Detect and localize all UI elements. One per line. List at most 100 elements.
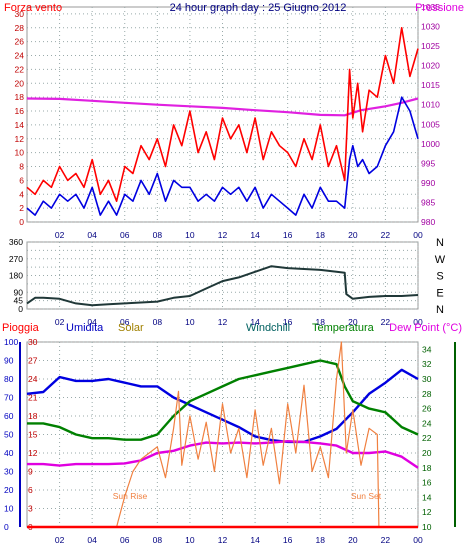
y-tick-temp: 22 — [422, 433, 432, 443]
y-tick-right: 1030 — [421, 22, 440, 32]
series-raffica — [26, 26, 419, 202]
y-tick-temp: 10 — [422, 522, 432, 532]
wind-axis-label: Forza vento — [4, 2, 62, 14]
x-tick-label: 02 — [55, 230, 65, 240]
y-tick-left: 8 — [19, 162, 24, 172]
x-tick-label: 14 — [250, 317, 260, 327]
compass-label: S — [436, 271, 443, 283]
series-dew-point — [27, 440, 419, 469]
x-tick-label: 12 — [218, 230, 228, 240]
x-tick-label: 12 — [218, 535, 228, 545]
compass-label: N — [436, 237, 444, 249]
x-tick-label: 02 — [55, 317, 65, 327]
y-tick-temp: 16 — [422, 478, 432, 488]
y-tick-right: 985 — [421, 197, 435, 207]
y-tick-direction: 180 — [9, 271, 23, 281]
x-tick-label: 20 — [348, 535, 358, 545]
y-tick-rain: 90 — [4, 356, 14, 366]
x-tick-label: 16 — [283, 535, 293, 545]
y-tick-left: 22 — [15, 64, 25, 74]
y-tick-temp: 14 — [422, 492, 432, 502]
y-tick-left: 24 — [15, 51, 25, 61]
y-tick-right: 1035 — [421, 2, 440, 12]
y-tick-right: 1025 — [421, 41, 440, 51]
x-tick-label: 04 — [87, 230, 97, 240]
y-tick-humidity: 21 — [28, 393, 38, 403]
y-tick-temp: 30 — [422, 374, 432, 384]
y-tick-temp: 28 — [422, 389, 432, 399]
y-tick-temp: 26 — [422, 404, 432, 414]
compass-label: E — [436, 287, 443, 299]
x-tick-label: 00 — [413, 535, 423, 545]
x-tick-label: 06 — [120, 535, 130, 545]
y-tick-humidity: 9 — [28, 467, 33, 477]
y-tick-rain: 0 — [4, 522, 9, 532]
x-tick-label: 22 — [381, 535, 391, 545]
y-tick-rain: 80 — [4, 374, 14, 384]
y-tick-right: 990 — [421, 178, 435, 188]
x-tick-label: 08 — [153, 230, 163, 240]
y-tick-temp: 20 — [422, 448, 432, 458]
x-tick-label: 10 — [185, 317, 195, 327]
x-tick-label: 00 — [413, 317, 423, 327]
legend-pioggia: Pioggia — [2, 322, 40, 334]
legend-windchill: Windchill — [246, 322, 290, 334]
y-tick-left: 16 — [15, 106, 25, 116]
legend-temperatura: Temperatura — [312, 322, 375, 334]
chart-title: 24 hour graph day : 25 Giugno 2012 — [170, 2, 347, 14]
series-temperatura — [27, 359, 419, 441]
series-solar — [27, 341, 418, 528]
y-tick-left: 20 — [15, 78, 25, 88]
y-tick-right: 1015 — [421, 80, 440, 90]
y-tick-left: 18 — [15, 92, 25, 102]
x-tick-label: 06 — [120, 317, 130, 327]
y-tick-rain: 10 — [4, 504, 14, 514]
y-tick-left: 26 — [15, 37, 25, 47]
legend-umidita: Umidita — [66, 322, 104, 334]
pressure-axis-label: Pressione — [415, 2, 464, 14]
y-tick-direction: 270 — [9, 254, 23, 264]
y-tick-humidity: 27 — [28, 356, 38, 366]
y-tick-right: 995 — [421, 158, 435, 168]
x-tick-label: 12 — [218, 317, 228, 327]
y-tick-humidity: 18 — [28, 411, 38, 421]
y-tick-temp: 32 — [422, 359, 432, 369]
x-tick-label: 10 — [185, 535, 195, 545]
x-tick-label: 16 — [283, 317, 293, 327]
series-vento-medio — [26, 96, 419, 216]
y-tick-left: 30 — [15, 9, 25, 19]
y-tick-humidity: 6 — [28, 485, 33, 495]
sunset-annotation: Sun Set — [351, 491, 382, 501]
compass-label: W — [435, 254, 446, 266]
sunrise-annotation: Sun Rise — [113, 491, 148, 501]
x-tick-label: 22 — [381, 230, 391, 240]
y-tick-direction: 45 — [14, 296, 24, 306]
y-tick-rain: 50 — [4, 430, 14, 440]
x-tick-label: 14 — [250, 535, 260, 545]
x-tick-label: 02 — [55, 535, 65, 545]
x-tick-label: 20 — [348, 317, 358, 327]
y-tick-humidity: 12 — [28, 448, 38, 458]
series-pressione — [26, 97, 419, 117]
x-tick-label: 14 — [250, 230, 260, 240]
legend-dewpoint: Dew Point (°C) — [389, 322, 462, 334]
x-tick-label: 20 — [348, 230, 358, 240]
compass-label: N — [436, 304, 444, 316]
y-tick-temp: 24 — [422, 418, 432, 428]
y-tick-right: 1020 — [421, 61, 440, 71]
y-tick-left: 6 — [19, 175, 24, 185]
y-tick-left: 10 — [15, 148, 25, 158]
y-tick-left: 0 — [19, 217, 24, 227]
legend-solar: Solar — [118, 322, 144, 334]
y-tick-humidity: 24 — [28, 374, 38, 384]
y-tick-rain: 20 — [4, 485, 14, 495]
y-tick-right: 1000 — [421, 139, 440, 149]
y-tick-rain: 100 — [4, 337, 18, 347]
y-tick-left: 4 — [19, 189, 24, 199]
y-tick-right: 1010 — [421, 100, 440, 110]
x-tick-label: 08 — [153, 317, 163, 327]
x-tick-label: 10 — [185, 230, 195, 240]
y-tick-rain: 30 — [4, 467, 14, 477]
